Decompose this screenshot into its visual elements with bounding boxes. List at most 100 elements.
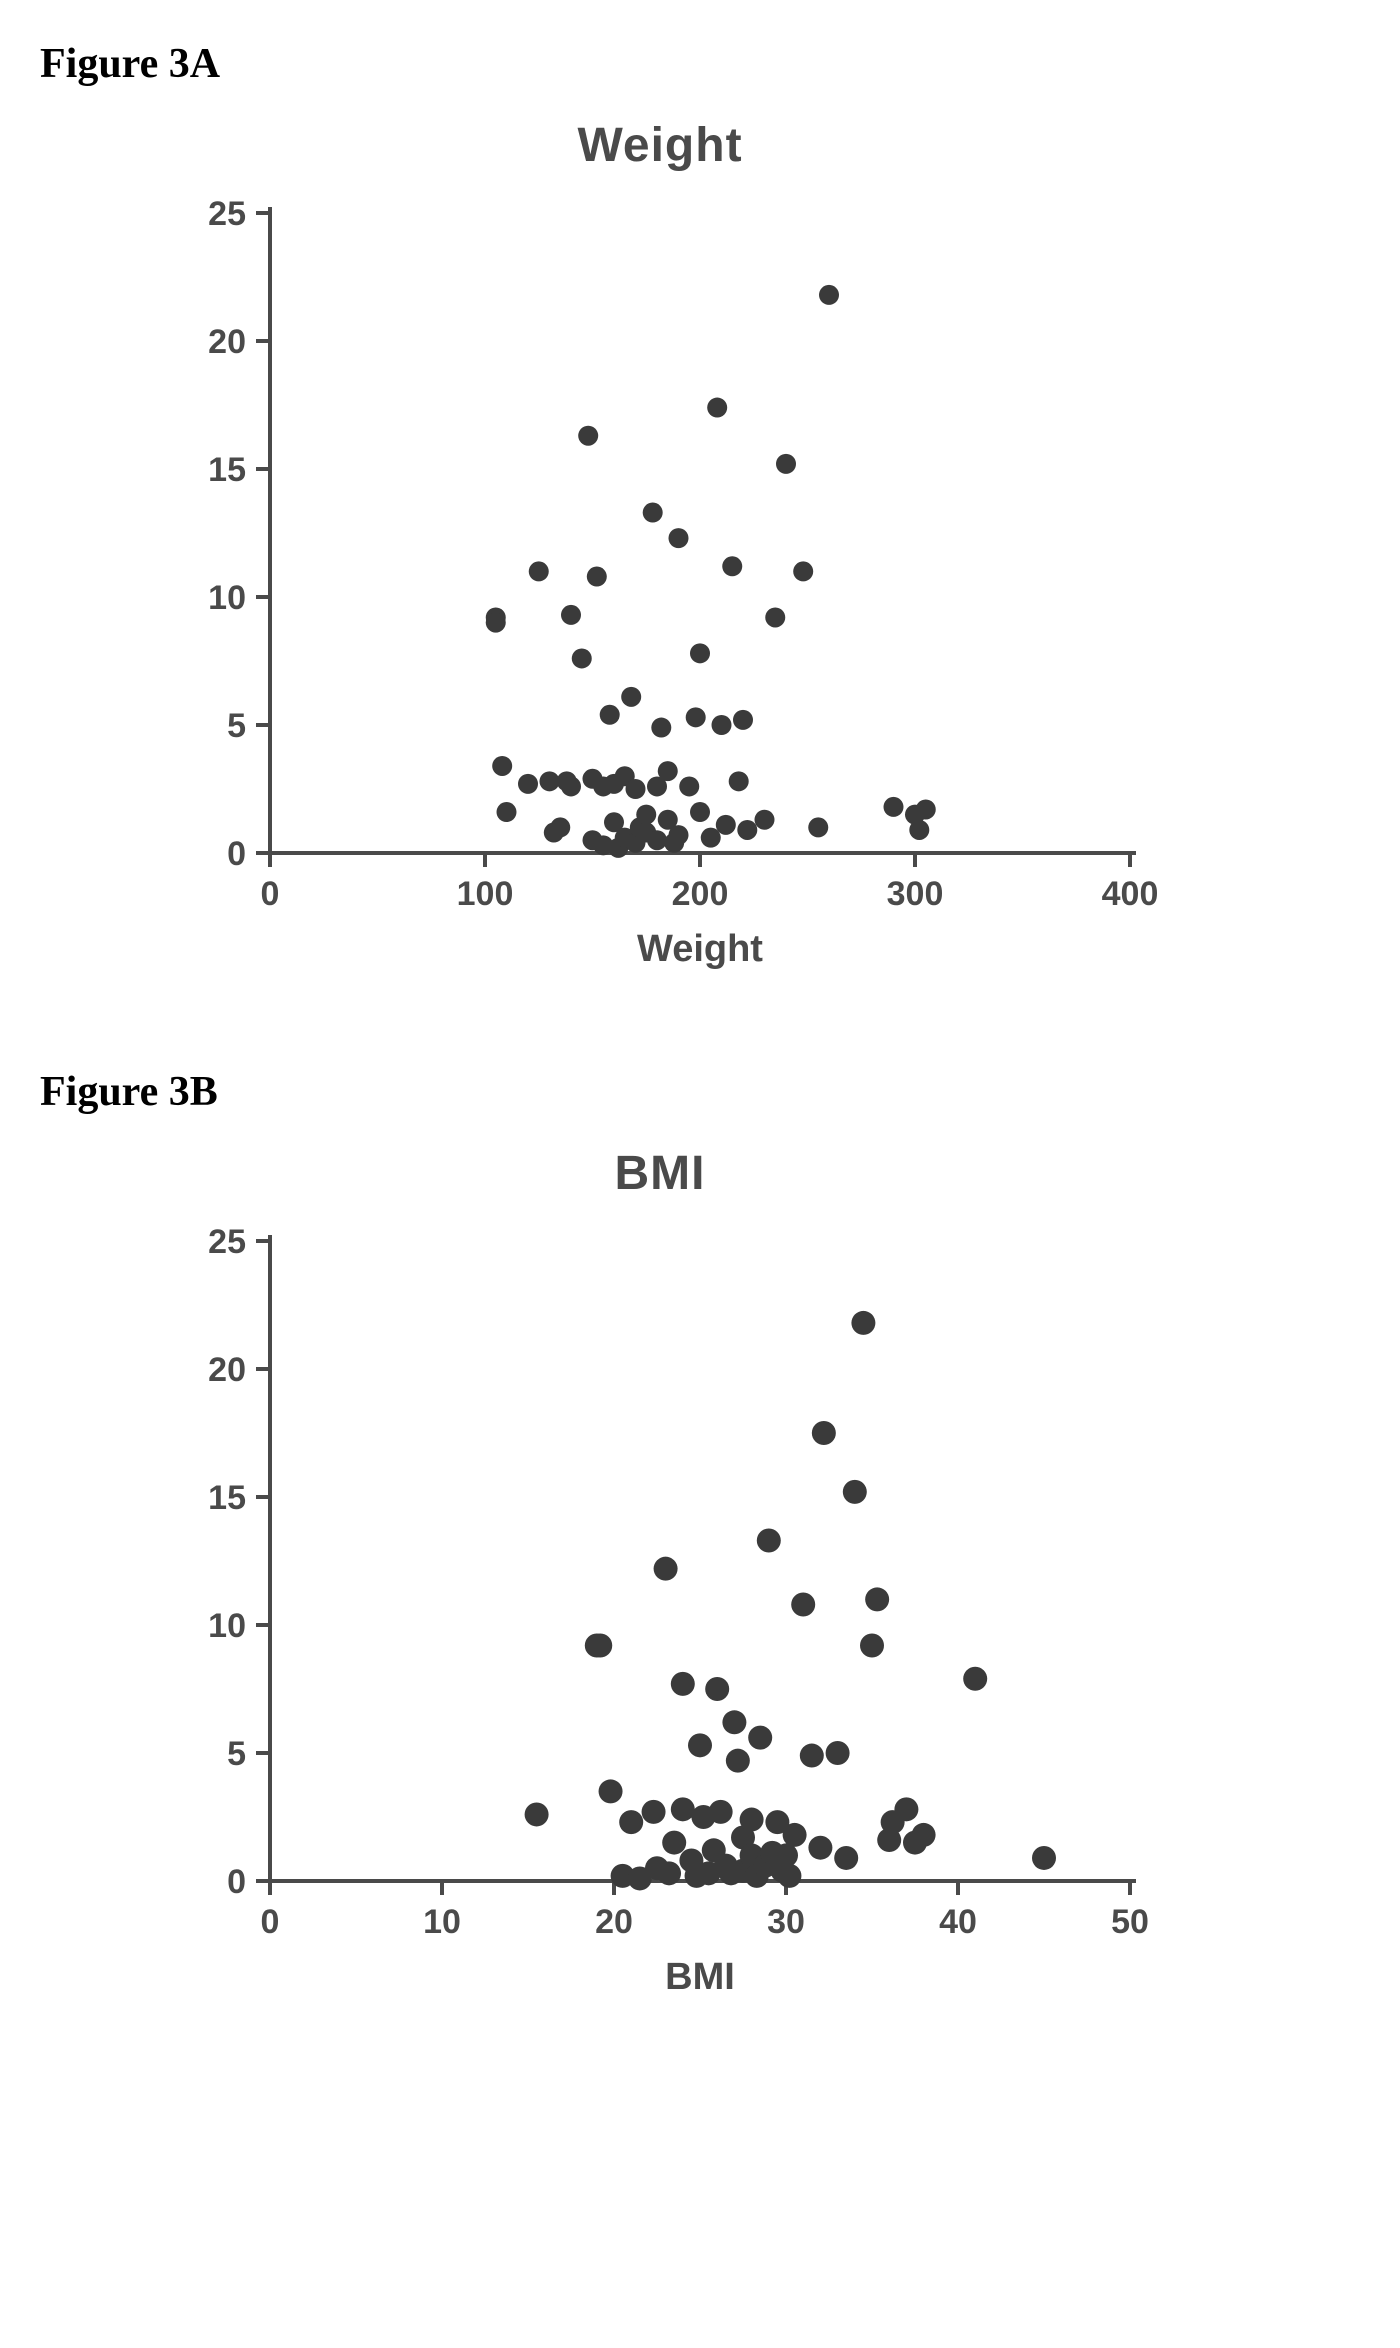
data-point (550, 817, 570, 837)
x-tick-label: 100 (457, 875, 514, 913)
data-point (726, 1749, 750, 1773)
data-point (729, 771, 749, 791)
data-point (587, 567, 607, 587)
data-point (643, 503, 663, 523)
figure-label: Figure 3B (40, 1068, 1360, 1116)
data-point (894, 1797, 918, 1821)
y-tick-label: 15 (208, 451, 246, 489)
data-point (777, 1864, 801, 1888)
y-tick-label: 20 (208, 1351, 246, 1389)
data-point (705, 1677, 729, 1701)
y-tick-label: 15 (208, 1479, 246, 1517)
y-tick-label: 25 (208, 1223, 246, 1261)
x-axis-label: BMI (665, 1956, 735, 1998)
data-point (619, 1810, 643, 1834)
data-point (518, 774, 538, 794)
data-point (791, 1593, 815, 1617)
y-tick-label: 5 (227, 707, 246, 745)
y-tick-label: 5 (227, 1735, 246, 1773)
data-point (671, 1797, 695, 1821)
data-point (657, 1861, 681, 1885)
data-point (793, 561, 813, 581)
data-point (963, 1667, 987, 1691)
data-point (654, 1557, 678, 1581)
chart-title: BMI (160, 1146, 1160, 1201)
data-point (774, 1843, 798, 1867)
data-point (540, 771, 560, 791)
data-point (722, 556, 742, 576)
y-tick-label: 20 (208, 323, 246, 361)
data-point (600, 705, 620, 725)
data-point (671, 1672, 695, 1696)
x-tick-label: 50 (1111, 1903, 1149, 1941)
data-point (909, 820, 929, 840)
data-point (658, 761, 678, 781)
x-tick-label: 200 (672, 875, 729, 913)
data-points (525, 1311, 1056, 1891)
data-point (651, 718, 671, 738)
data-point (621, 687, 641, 707)
data-point (561, 605, 581, 625)
data-point (626, 779, 646, 799)
data-point (916, 799, 936, 819)
y-tick-label: 25 (208, 195, 246, 233)
data-point (669, 528, 689, 548)
y-tick-label: 10 (208, 579, 246, 617)
data-point (865, 1587, 889, 1611)
data-point (588, 1633, 612, 1657)
x-tick-label: 20 (595, 1903, 633, 1941)
data-point (690, 643, 710, 663)
data-point (492, 756, 512, 776)
data-point (733, 710, 753, 730)
x-tick-label: 0 (261, 875, 280, 913)
data-point (578, 426, 598, 446)
data-point (851, 1311, 875, 1335)
data-point (765, 607, 785, 627)
data-point (740, 1808, 764, 1832)
data-point (843, 1480, 867, 1504)
y-tick-label: 10 (208, 1607, 246, 1645)
data-point (690, 802, 710, 822)
data-point (748, 1726, 772, 1750)
data-point (709, 1800, 733, 1824)
data-point (669, 825, 689, 845)
data-point (686, 707, 706, 727)
data-point (662, 1831, 686, 1855)
x-tick-label: 300 (887, 875, 944, 913)
data-point (572, 648, 592, 668)
data-point (755, 810, 775, 830)
data-point (722, 1710, 746, 1734)
data-point (808, 1836, 832, 1860)
data-point (1032, 1846, 1056, 1870)
data-point (688, 1733, 712, 1757)
data-point (561, 776, 581, 796)
figure-block: Figure 3AWeight05101520250100200300400We… (40, 40, 1360, 988)
data-point (647, 830, 667, 850)
data-point (712, 715, 732, 735)
data-point (642, 1800, 666, 1824)
data-points (486, 285, 936, 858)
data-point (783, 1823, 807, 1847)
figure-block: Figure 3BBMI051015202501020304050BMI (40, 1068, 1360, 2016)
data-point (599, 1779, 623, 1803)
scatter-chart: 05101520250100200300400Weight (160, 183, 1160, 983)
data-point (636, 805, 656, 825)
x-tick-label: 40 (939, 1903, 977, 1941)
data-point (679, 776, 699, 796)
scatter-chart: 051015202501020304050BMI (160, 1211, 1160, 2011)
data-point (486, 613, 506, 633)
data-point (707, 398, 727, 418)
chart-wrap: Weight05101520250100200300400Weight (160, 118, 1160, 988)
chart-title: Weight (160, 118, 1160, 173)
data-point (826, 1741, 850, 1765)
data-point (884, 797, 904, 817)
x-tick-label: 0 (261, 1903, 280, 1941)
y-tick-label: 0 (227, 835, 246, 873)
data-point (497, 802, 517, 822)
data-point (860, 1633, 884, 1657)
data-point (737, 820, 757, 840)
data-point (757, 1529, 781, 1553)
data-point (529, 561, 549, 581)
data-point (819, 285, 839, 305)
data-point (525, 1802, 549, 1826)
